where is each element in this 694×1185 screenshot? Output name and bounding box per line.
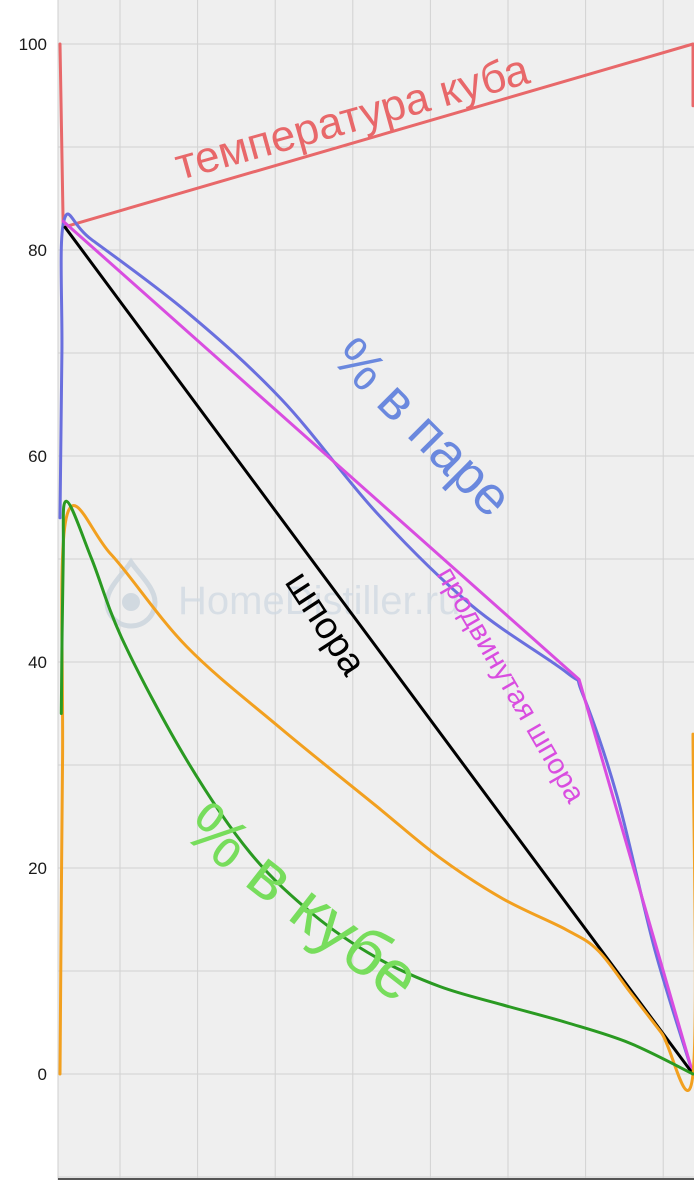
series-cube-temperature	[58, 42, 694, 229]
series-vapor-percent	[58, 212, 694, 1076]
series-cube-percent	[59, 499, 694, 1076]
y-tick-label: 0	[38, 1065, 47, 1084]
y-tick-label: 80	[28, 241, 47, 260]
series-group	[58, 42, 694, 1093]
watermark: HomeDistiller.ru	[104, 557, 460, 629]
y-tick-label: 100	[19, 35, 47, 54]
y-tick-label: 60	[28, 447, 47, 466]
y-tick-label: 40	[28, 653, 47, 672]
series-advanced-spur	[61, 219, 694, 1076]
y-tick-labels: 0 20 40 60 80 100	[19, 35, 47, 1084]
drop-icon	[104, 557, 158, 629]
watermark-text: HomeDistiller.ru	[178, 579, 460, 623]
series-spur	[63, 225, 694, 1076]
y-tick-label: 20	[28, 859, 47, 878]
